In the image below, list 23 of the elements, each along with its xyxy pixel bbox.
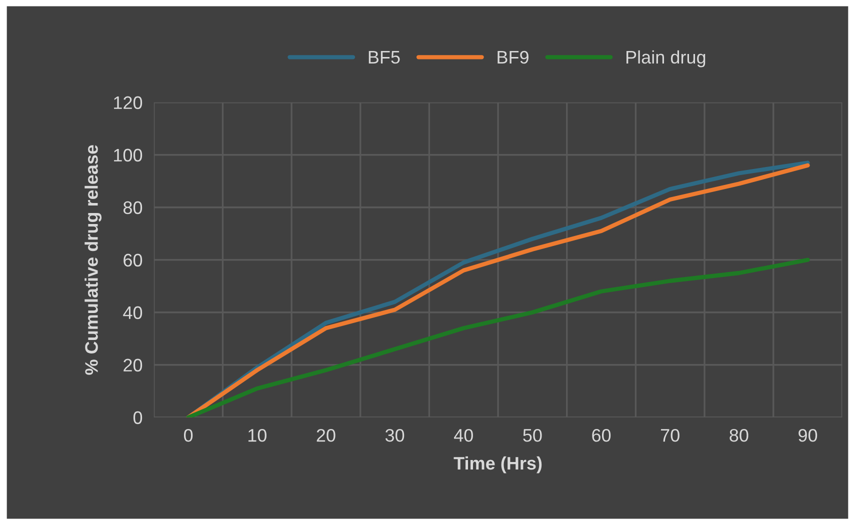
x-tick-label: 70 <box>660 428 680 442</box>
y-tick-label: 60 <box>124 254 142 267</box>
legend-label: BF5 <box>368 51 400 64</box>
x-tick-label: 30 <box>385 428 404 442</box>
x-tick-label: 50 <box>523 428 542 442</box>
x-tick-label: 90 <box>798 428 818 442</box>
y-tick-label: 120 <box>114 96 142 110</box>
x-tick-label: 0 <box>184 428 193 442</box>
x-tick-label: 60 <box>592 428 611 442</box>
y-tick-label: 100 <box>114 148 142 162</box>
y-tick-label: 40 <box>123 306 142 320</box>
x-tick-label: 80 <box>730 428 748 442</box>
y-tick-label: 20 <box>124 358 142 372</box>
x-tick-label: 40 <box>454 428 473 442</box>
x-tick-label: 10 <box>248 428 266 442</box>
y-axis-title: % Cumulative drug release <box>84 145 102 375</box>
legend-label: Plain drug <box>626 50 706 68</box>
line-series <box>186 258 810 418</box>
x-tick-label: 20 <box>316 428 336 442</box>
x-axis-title: Time (Hrs) <box>454 456 542 474</box>
y-tick-label: 80 <box>123 201 142 214</box>
y-tick-label: 0 <box>133 411 142 424</box>
legend-label: BF9 <box>498 50 528 64</box>
